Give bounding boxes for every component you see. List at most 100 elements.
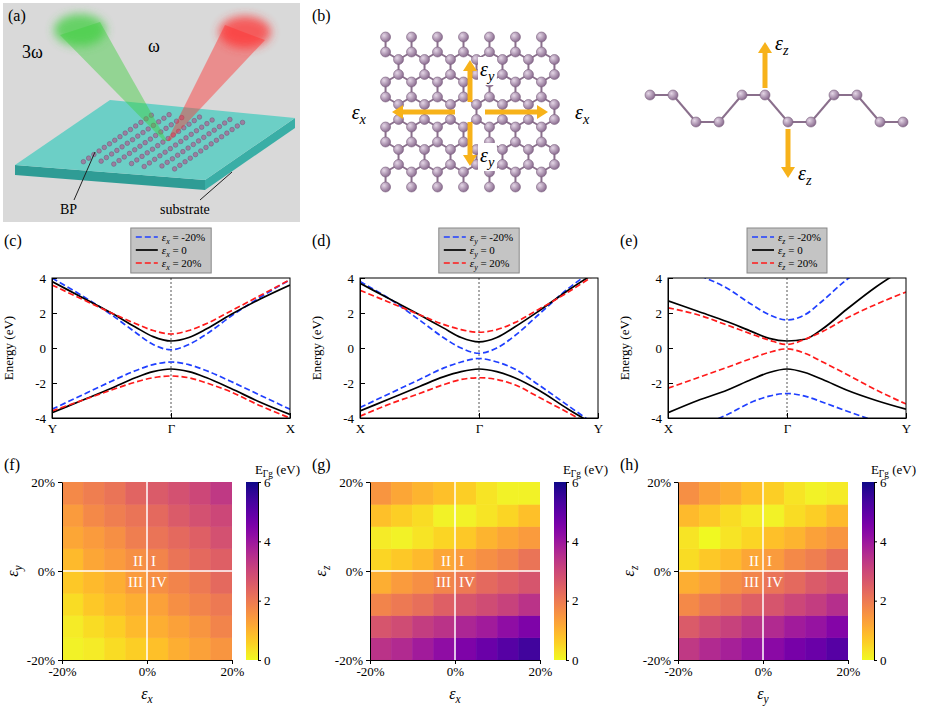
heat-cell: [62, 482, 83, 504]
heat-cell: [476, 549, 497, 571]
symmetry-line: [787, 278, 788, 418]
heat-cell: [83, 593, 104, 615]
tick-mark: [598, 413, 599, 418]
tick-label: 4: [40, 271, 47, 286]
heat-cell: [806, 549, 827, 571]
zero-line: [62, 570, 232, 572]
atom: [381, 32, 391, 42]
tick: 0: [348, 341, 366, 356]
strain-label: εy: [480, 58, 495, 84]
bp-atom: [142, 164, 147, 169]
bp-atom: [81, 159, 86, 164]
atom: [407, 182, 417, 192]
quadrant-label: III: [128, 574, 143, 590]
atom: [829, 90, 839, 100]
tick-mark: [171, 413, 172, 418]
heat-cell: [763, 482, 784, 504]
label-patch: [478, 57, 497, 85]
heat-cell: [168, 616, 189, 638]
heat-cell: [699, 549, 720, 571]
atom: [523, 145, 533, 155]
subscript: Γg: [263, 469, 273, 479]
heat-cell: [721, 527, 742, 549]
tick: 2: [656, 306, 674, 321]
heat-cell: [105, 571, 126, 593]
quadrant-label: III: [436, 574, 451, 590]
atom: [497, 55, 507, 65]
substrate-top: [15, 100, 295, 180]
heat-cell: [190, 616, 211, 638]
atom: [536, 122, 546, 132]
atom: [459, 47, 469, 57]
colorbar: [862, 482, 874, 660]
legend-label: εx = 20%: [162, 257, 202, 272]
arrow-head: [758, 42, 772, 53]
heat-cell: [498, 571, 519, 593]
heat-cell: [370, 571, 391, 593]
bp-atom: [150, 147, 155, 152]
bp-atom: [117, 158, 122, 163]
heat-cell: [827, 638, 848, 660]
tick-label: Γ: [784, 421, 792, 436]
atom: [497, 100, 507, 110]
arrow-shaft: [468, 71, 473, 102]
bond: [719, 95, 742, 122]
y-axis-title: εz: [312, 565, 332, 576]
text-part: (eV): [581, 462, 608, 477]
heat-cell: [498, 527, 519, 549]
beam-red-spot: [219, 16, 271, 48]
subscript: z: [805, 172, 812, 188]
atom: [536, 77, 546, 87]
heat-cell: [211, 638, 232, 660]
arrow-shaft: [763, 53, 768, 88]
tick: 2: [348, 306, 366, 321]
atom: [459, 137, 469, 147]
tick: Y: [902, 413, 912, 436]
bp-atom: [147, 161, 152, 166]
plot-frame: [52, 278, 290, 418]
beam-label: 3ω: [22, 42, 43, 62]
atom: [510, 182, 520, 192]
text-part: (eV): [889, 462, 916, 477]
heat-cell: [699, 571, 720, 593]
tick-mark: [566, 660, 569, 661]
bp-atom: [169, 122, 174, 127]
heat-cell: [370, 482, 391, 504]
subscript: y: [486, 68, 495, 84]
tick-label: 0%: [447, 664, 465, 679]
heat-cell: [455, 549, 476, 571]
tick: 4: [656, 271, 674, 286]
tick-mark: [479, 413, 480, 418]
axis-line: [669, 418, 907, 419]
heat-cell: [391, 504, 412, 526]
bp-atom: [235, 124, 240, 129]
heat-cell: [498, 593, 519, 615]
heat-cell: [105, 482, 126, 504]
tick: 2: [874, 593, 887, 608]
tick-label: -4: [651, 411, 662, 426]
tick-mark: [668, 313, 673, 314]
panel-letter: (c): [4, 232, 22, 250]
atom: [420, 55, 430, 65]
tick-label: 4: [264, 534, 271, 549]
atom: [484, 182, 494, 192]
text-part: ε: [352, 101, 360, 123]
band-line: [668, 349, 906, 404]
heat-cell: [147, 616, 168, 638]
bp-atom: [123, 131, 128, 136]
tick: -20%: [335, 653, 370, 668]
bp-atom: [162, 116, 167, 121]
heat-cell: [678, 616, 699, 638]
tick-mark: [258, 601, 261, 602]
tick: 0%: [755, 660, 773, 679]
atom: [523, 70, 533, 80]
heat-cell: [211, 571, 232, 593]
bp-atom: [97, 149, 102, 154]
tick-mark: [52, 278, 57, 279]
heat-cell: [498, 638, 519, 660]
axis-line: [874, 483, 875, 661]
tick-label: 0%: [139, 664, 157, 679]
bp-atom: [129, 161, 134, 166]
heat-cell: [742, 593, 763, 615]
text-part: = -20%: [170, 231, 206, 243]
